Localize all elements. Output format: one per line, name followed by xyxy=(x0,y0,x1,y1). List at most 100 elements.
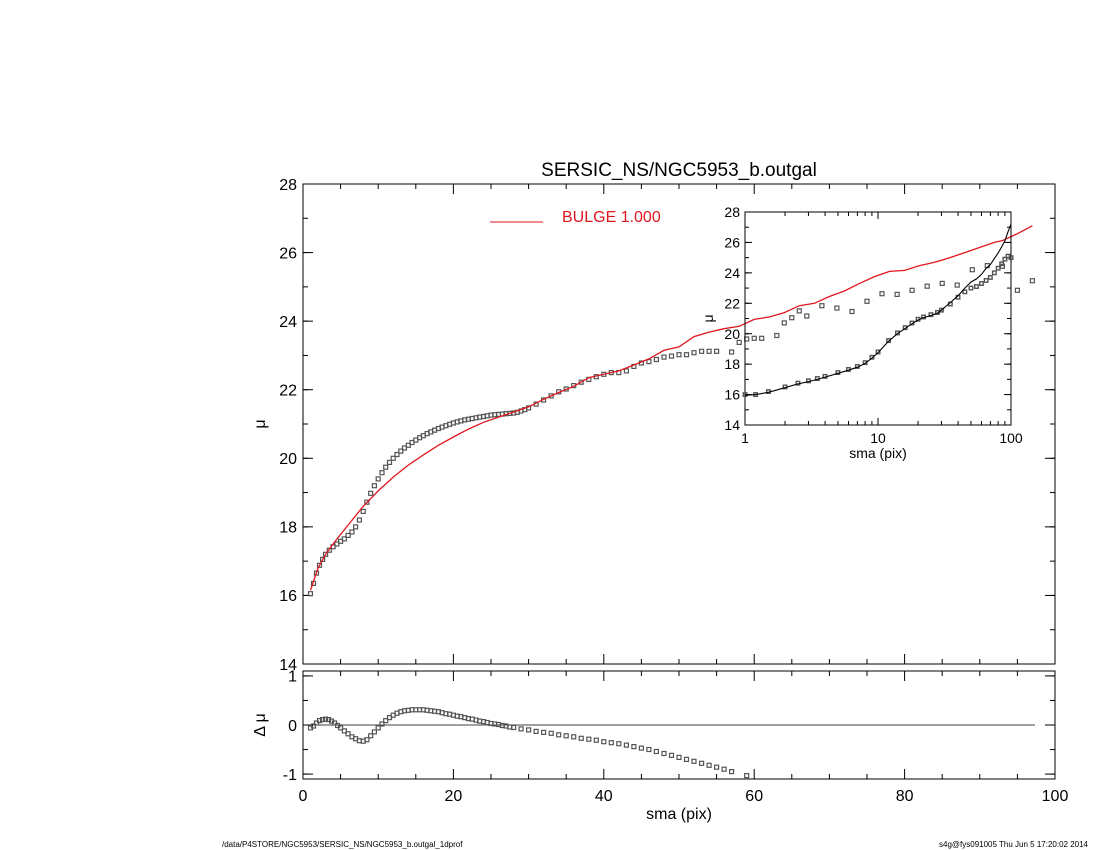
inset-data-point xyxy=(886,338,891,343)
residual-data-point xyxy=(540,729,547,736)
main-data-point xyxy=(691,350,697,356)
inset-ytick-label: 28 xyxy=(724,204,740,220)
main-ytick-label: 20 xyxy=(279,451,297,468)
main-data-point xyxy=(371,483,377,489)
residual-data-point xyxy=(668,752,675,759)
inset-log-panel: 1 10 100 14 16 18 20 22 24 26 28 sma (pix) μ xyxy=(700,204,1023,461)
main-data-point xyxy=(1014,287,1021,293)
main-data-point xyxy=(736,339,742,345)
main-data-point xyxy=(364,499,370,505)
main-data-point xyxy=(668,353,675,359)
main-data-point xyxy=(728,349,735,355)
residual-data-point xyxy=(646,746,652,753)
main-ytick-label: 26 xyxy=(279,245,297,262)
main-data-point xyxy=(954,282,960,288)
inset-frame xyxy=(744,211,1012,426)
residual-data-point xyxy=(371,729,377,735)
residual-data-point xyxy=(661,750,667,757)
inset-xtick-label: 10 xyxy=(870,430,886,446)
residual-xtick-label: 40 xyxy=(595,788,613,805)
residual-data-point xyxy=(608,740,614,746)
main-data-point xyxy=(676,352,682,358)
residual-data-point xyxy=(571,734,577,740)
main-ytick-label: 24 xyxy=(279,314,297,331)
main-data-point xyxy=(698,348,705,354)
residual-data-point xyxy=(601,739,607,745)
residual-data-point xyxy=(721,766,727,772)
residual-data-point xyxy=(706,762,712,768)
residual-data-point xyxy=(341,728,347,734)
residual-data-point xyxy=(338,725,344,731)
residual-data-point xyxy=(563,733,569,739)
main-data-point xyxy=(349,529,355,535)
main-data-point xyxy=(379,470,385,476)
residual-data-point xyxy=(533,728,539,735)
inset-series-model-line xyxy=(744,223,1012,396)
main-data-point xyxy=(706,348,712,354)
residual-data-point xyxy=(691,758,697,764)
main-data-point xyxy=(683,352,690,358)
main-data-point xyxy=(653,356,660,363)
residual-xtick-label: 0 xyxy=(299,788,308,805)
residual-data-point xyxy=(368,733,374,739)
main-data-point xyxy=(1029,278,1036,284)
chart-title: SERSIC_NS/NGC5953_b.outgal xyxy=(541,160,817,181)
residual-xtick-label: 80 xyxy=(896,788,914,805)
residual-data-point xyxy=(310,723,317,729)
main-data-point xyxy=(320,556,326,563)
inset-data-point xyxy=(939,307,944,313)
main-data-point xyxy=(774,332,780,339)
inset-ytick-label: 16 xyxy=(724,387,740,403)
main-data-point xyxy=(661,354,667,360)
main-data-point xyxy=(751,335,757,341)
main-data-point xyxy=(781,320,787,326)
main-data-point xyxy=(394,451,400,458)
residual-data-point xyxy=(323,716,329,722)
inset-data-point xyxy=(995,265,1001,271)
main-data-point xyxy=(646,359,652,365)
residual-data-point xyxy=(676,754,682,761)
main-data-point xyxy=(341,536,347,542)
inset-ytick-label: 26 xyxy=(724,234,740,250)
main-data-point xyxy=(969,267,975,273)
footer-file-path: /data/P4STORE/NGC5953/SERSIC_NS/NGC5953_… xyxy=(222,840,463,849)
residual-data-point xyxy=(631,743,637,750)
inset-data-point xyxy=(875,349,881,355)
inset-data-point xyxy=(987,275,993,280)
residual-data-point xyxy=(586,736,592,742)
main-data-point xyxy=(368,490,374,496)
main-data-point xyxy=(789,315,795,321)
main-data-point xyxy=(353,524,359,530)
main-data-point xyxy=(819,303,825,309)
residual-data-point xyxy=(379,721,385,727)
main-data-point xyxy=(334,541,340,547)
residual-data-point xyxy=(316,717,323,724)
residual-xtick-label: 60 xyxy=(745,788,763,805)
residual-x-axis-label: sma (pix) xyxy=(646,806,712,823)
main-data-point xyxy=(345,532,351,539)
residual-data-point xyxy=(698,760,705,766)
main-data-point xyxy=(405,442,411,448)
residual-data-point xyxy=(525,727,532,733)
main-data-point xyxy=(939,280,945,286)
main-data-point xyxy=(864,298,870,304)
main-data-point xyxy=(398,448,404,454)
main-data-point xyxy=(909,287,915,293)
residual-data-point xyxy=(623,742,630,748)
residual-data-point xyxy=(713,764,720,770)
inset-ytick-label: 24 xyxy=(724,265,740,281)
residual-ytick-label: 1 xyxy=(288,669,297,686)
main-data-point xyxy=(879,291,885,297)
inset-data-point xyxy=(974,284,979,289)
main-data-point xyxy=(796,308,802,314)
main-y-axis-label: μ xyxy=(252,419,269,428)
main-data-point xyxy=(834,305,840,311)
residual-data-point xyxy=(616,741,622,747)
main-data-point xyxy=(390,455,396,461)
inset-data-point xyxy=(742,392,748,397)
residual-xtick-label: 100 xyxy=(1042,788,1069,805)
main-data-point xyxy=(401,445,408,451)
main-data-point xyxy=(924,283,930,289)
main-data-point xyxy=(849,308,855,315)
